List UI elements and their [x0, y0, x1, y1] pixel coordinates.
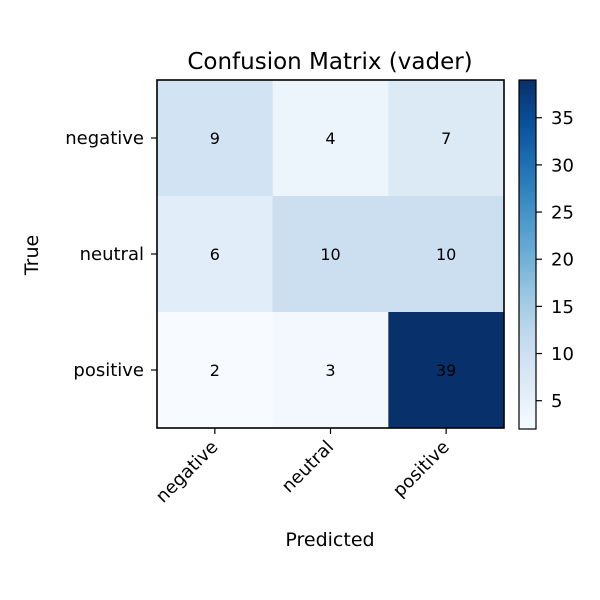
heatmap-cell	[388, 196, 505, 313]
heatmap-cell	[388, 80, 505, 197]
cell-value-label: 3	[325, 361, 335, 380]
x-tick-label: negative	[152, 437, 223, 508]
cell-value-label: 4	[325, 129, 335, 148]
colorbar-tick-label: 15	[551, 297, 574, 318]
colorbar-ticks: 5 10 15 20 25 30 35	[536, 108, 574, 412]
cell-value-label: 10	[436, 245, 456, 264]
heatmap-cell-labels: 9 4 7 6 10 10 2 3 39	[210, 129, 457, 380]
heatmap-cell	[157, 196, 274, 313]
heatmap-cell	[157, 80, 274, 197]
cell-value-label: 39	[436, 361, 456, 380]
x-axis-label: Predicted	[285, 529, 374, 551]
colorbar-tick-label: 35	[551, 108, 574, 129]
colorbar-tick-label: 30	[551, 155, 574, 176]
heatmap-cell	[272, 196, 389, 313]
colorbar-tick-label: 5	[551, 391, 562, 412]
heatmap-cell	[272, 312, 389, 429]
y-axis-label: True	[21, 235, 43, 276]
heatmap-cell	[157, 312, 274, 429]
heatmap-cells	[157, 80, 505, 429]
x-tick-label: neutral	[278, 437, 338, 497]
colorbar-tick-label: 20	[551, 250, 574, 271]
colorbar	[518, 79, 537, 430]
heatmap-cell	[272, 80, 389, 197]
cell-value-label: 6	[210, 245, 220, 264]
colorbar-tick-label: 10	[551, 344, 574, 365]
x-axis: negative neutral positive	[152, 428, 454, 507]
cell-value-label: 2	[210, 361, 220, 380]
y-tick-label: positive	[73, 360, 144, 381]
cell-value-label: 7	[441, 129, 451, 148]
y-axis: negative neutral positive	[65, 128, 157, 381]
y-tick-label: neutral	[80, 244, 144, 265]
cell-value-label: 10	[320, 245, 340, 264]
y-tick-label: negative	[65, 128, 144, 149]
heatmap-cell	[388, 312, 505, 429]
cell-value-label: 9	[210, 129, 220, 148]
chart-title: Confusion Matrix (vader)	[187, 49, 472, 75]
x-tick-label: positive	[389, 437, 454, 502]
colorbar-tick-label: 25	[551, 203, 574, 224]
